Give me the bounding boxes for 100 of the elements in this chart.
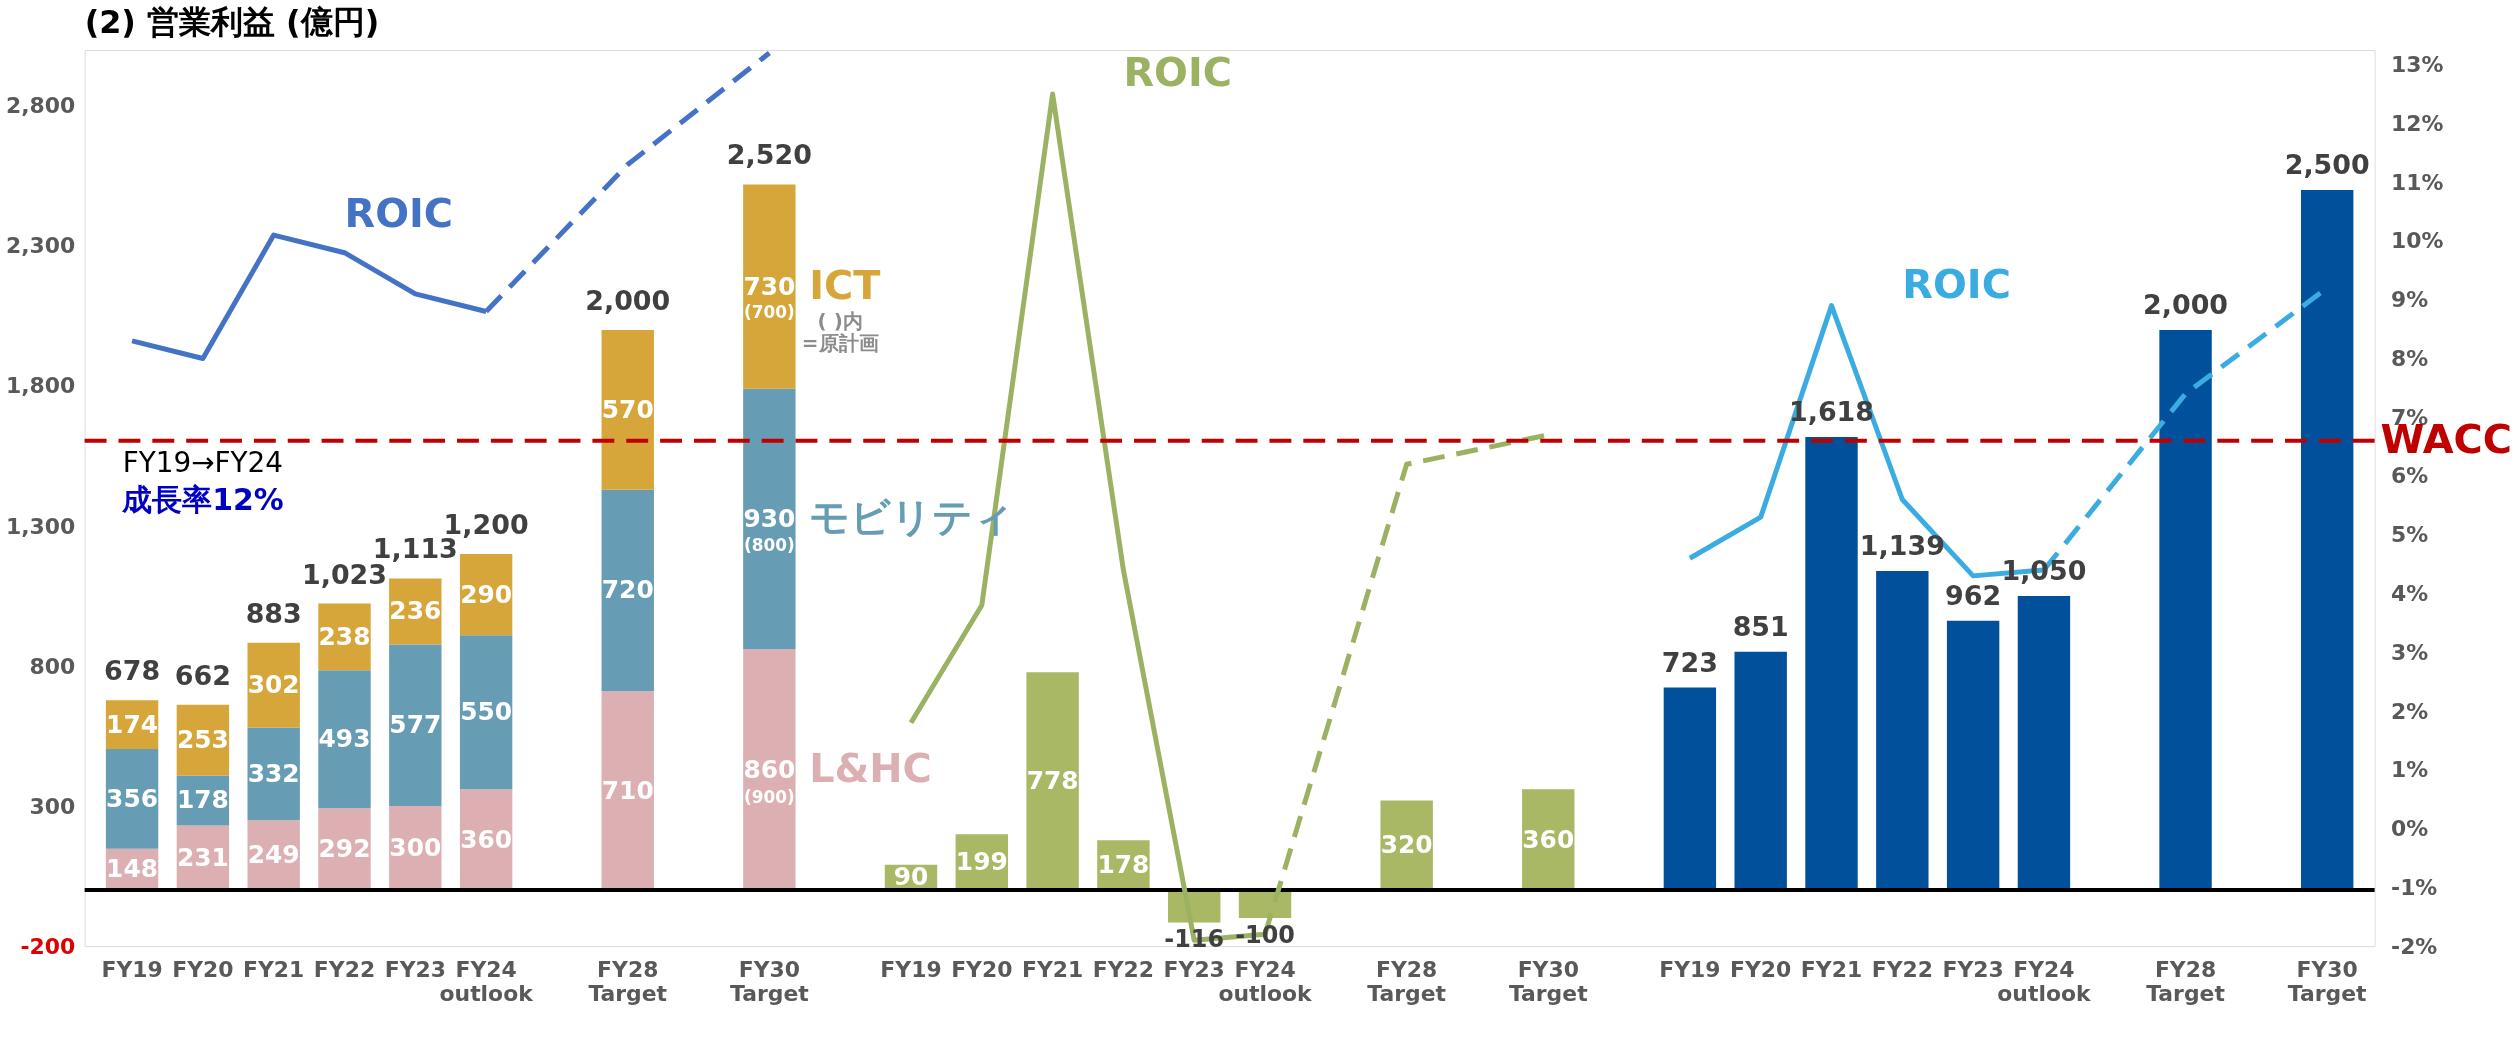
annotation: (800) [743, 534, 795, 555]
y2-tick-label: 0% [2391, 816, 2429, 842]
bar [601, 691, 654, 891]
y-tick-label: 300 [29, 793, 76, 819]
x-tick-label: FY19 [101, 957, 163, 983]
bar [2017, 596, 2071, 891]
data-label: 236 [389, 596, 442, 626]
data-label: 290 [460, 579, 513, 609]
y-tick-label: 2,800 [5, 93, 76, 119]
data-label: 199 [955, 847, 1008, 877]
y-tick-label: 800 [29, 653, 76, 679]
x-tick-label: FY28 Target [1367, 957, 1446, 1007]
y2-tick-label: 11% [2391, 169, 2444, 195]
data-label: 174 [106, 709, 159, 739]
y2-tick-label: -1% [2391, 874, 2438, 900]
x-tick-label: FY19 [880, 957, 942, 983]
y2-tick-label: 5% [2391, 522, 2429, 548]
series-label: ROIC [1902, 260, 2011, 307]
data-label: 2,500 [2284, 149, 2370, 181]
data-label: 1,139 [1859, 530, 1945, 562]
bar [1805, 436, 1858, 891]
bar [318, 670, 371, 809]
bar [1946, 620, 2000, 891]
total-label: 2,000 [585, 285, 671, 317]
x-tick-label: FY20 [1730, 957, 1792, 983]
data-label: 356 [106, 783, 159, 813]
y2-tick-label: 6% [2391, 463, 2429, 489]
y2-tick-label: 13% [2391, 52, 2444, 78]
data-label: 860 [743, 754, 796, 784]
annotation: (900) [743, 786, 795, 807]
total-label: 883 [245, 597, 302, 629]
y2-tick-label: 3% [2391, 639, 2429, 665]
data-label: 332 [247, 758, 300, 788]
chart-title: (2) 営業利益 (億円) [84, 3, 380, 42]
data-label: 710 [601, 775, 654, 805]
y-tick-label: -200 [20, 933, 76, 959]
data-label: 320 [1380, 830, 1433, 860]
x-tick-label: FY28 Target [588, 957, 668, 1007]
annotation: =原計画 [801, 331, 879, 355]
data-label: 1,050 [2001, 555, 2087, 587]
x-tick-label: FY21 [1800, 957, 1863, 983]
total-label: 2,520 [726, 139, 812, 171]
total-label: 678 [104, 655, 161, 687]
total-label: 1,023 [301, 558, 388, 590]
data-label: 148 [106, 854, 159, 884]
data-label: 720 [601, 575, 654, 605]
data-label: 962 [1945, 579, 2002, 611]
data-label: 178 [1097, 850, 1150, 880]
bar [743, 184, 796, 389]
data-label: 292 [318, 834, 371, 864]
x-tick-label: FY22 [313, 957, 376, 983]
data-label: 238 [318, 621, 371, 651]
annotation: FY19→FY24 [122, 446, 284, 480]
bar [2159, 330, 2212, 891]
series-label: L&HC [809, 744, 932, 791]
series-label: ROIC [1123, 49, 1232, 96]
annotation: 成長率12% [121, 481, 284, 517]
bar [1876, 571, 1929, 891]
y2-tick-label: 4% [2391, 580, 2429, 606]
total-label: 662 [174, 659, 231, 691]
data-label: 253 [176, 725, 229, 755]
data-label: 577 [389, 710, 442, 740]
data-label: 302 [247, 670, 300, 700]
annotation: ( )内 [817, 309, 863, 333]
x-tick-label: FY21 [243, 957, 305, 983]
bar [247, 727, 300, 821]
data-label: 231 [176, 842, 229, 872]
series-label: ICT [809, 261, 881, 308]
data-label: 2,000 [2143, 289, 2229, 321]
bar [459, 635, 513, 790]
y2-tick-label: 9% [2391, 287, 2429, 313]
x-tick-label: FY30 Target [730, 957, 809, 1007]
data-label: 778 [1026, 766, 1079, 796]
y2-tick-label: 8% [2391, 345, 2429, 371]
x-tick-label: FY20 [172, 957, 234, 983]
data-label: 570 [601, 394, 654, 424]
y2-tick-label: 10% [2391, 228, 2444, 254]
x-tick-label: FY22 [1871, 957, 1933, 983]
data-label: 178 [176, 785, 229, 815]
y-tick-label: 1,800 [5, 373, 76, 399]
bar [743, 388, 796, 650]
annotation: (700) [743, 302, 795, 323]
y-tick-label: 1,300 [5, 513, 76, 539]
x-tick-label: FY30 Target [2287, 957, 2367, 1007]
bar [389, 644, 442, 807]
data-label: 550 [460, 697, 513, 727]
bar [601, 330, 654, 490]
bar [2300, 190, 2354, 891]
x-tick-label: FY28 Target [2146, 957, 2225, 1007]
y2-tick-label: -2% [2391, 933, 2438, 959]
y2-tick-label: 12% [2391, 110, 2444, 136]
data-label: 90 [893, 862, 929, 892]
bar [601, 489, 654, 692]
bar [1026, 672, 1079, 891]
series-label: ROIC [344, 190, 454, 237]
y-tick-label: 2,300 [5, 233, 76, 259]
data-label: 730 [743, 271, 796, 301]
data-label: -116 [1164, 925, 1225, 954]
x-tick-label: FY20 [951, 957, 1013, 983]
x-tick-label: FY22 [1092, 957, 1155, 983]
